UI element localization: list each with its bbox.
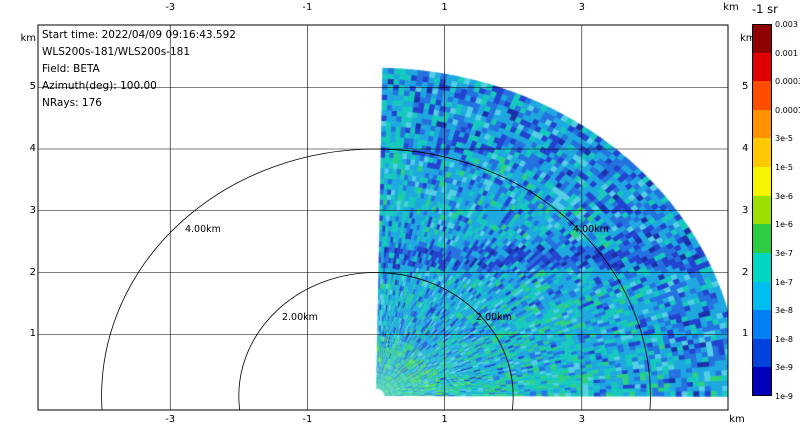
colorbar-segment — [752, 367, 772, 397]
colorbar-segment — [752, 281, 772, 311]
nrays-text: NRays: 176 — [42, 97, 102, 109]
colorbar-frame — [752, 24, 772, 396]
colorbar-tick-label: 0.0001 — [775, 105, 800, 115]
colorbar-segment — [752, 195, 772, 225]
colorbar-segment — [752, 224, 772, 254]
range-ring-label: 2.00km — [281, 311, 318, 323]
colorbar-units-label: -1 sr — [752, 2, 778, 16]
y-tick-label-right: 3 — [742, 204, 749, 216]
range-ring — [101, 148, 651, 410]
range-ring-label: 4.00km — [573, 224, 609, 236]
colorbar-tick-label: 1e-6 — [775, 220, 793, 230]
x-tick-label-top: -1 — [302, 2, 313, 13]
x-tick-label-top: -3 — [165, 2, 176, 13]
start-time-text: Start time: 2022/04/09 09:16:43.592 — [42, 29, 236, 41]
y-axis-unit-right: km — [740, 33, 756, 44]
x-axis-unit-bottom: km — [729, 414, 745, 425]
y-tick-label-right: 5 — [742, 81, 749, 93]
colorbar-tick-label: 1e-7 — [775, 277, 793, 287]
y-tick-label-left: 5 — [29, 81, 36, 93]
y-tick-label-right: 4 — [742, 143, 749, 154]
y-tick-label-left: 2 — [29, 266, 36, 278]
colorbar-tick-label: 3e-6 — [775, 191, 793, 201]
colorbar-segment — [752, 81, 772, 111]
y-tick-label-left: 1 — [29, 328, 36, 340]
colorbar-segment — [752, 338, 772, 368]
y-tick-label-right: 1 — [742, 328, 749, 340]
range-ring — [238, 272, 514, 410]
colorbar-tick-label: 0.001 — [775, 48, 798, 58]
colorbar-segment — [752, 252, 772, 283]
range-ring-label: 4.00km — [184, 224, 221, 236]
y-tick-label-right: 2 — [742, 266, 749, 278]
plot-frame — [37, 24, 729, 411]
y-axis-unit-left: km — [20, 33, 36, 44]
colorbar-segment — [752, 24, 772, 54]
x-tick-label-bottom: 3 — [578, 414, 585, 425]
x-tick-label-top: 3 — [578, 2, 585, 13]
range-ring-label: 2.00km — [476, 311, 512, 323]
y-tick-label-left: 3 — [29, 204, 36, 216]
colorbar-segment — [752, 167, 772, 197]
field-name-text: Field: BETA — [42, 63, 100, 75]
colorbar-segment — [752, 310, 772, 340]
x-tick-label-top: 1 — [441, 2, 448, 13]
colorbar-tick-label: 3e-8 — [775, 306, 793, 316]
colorbar-tick-label: 1e-9 — [775, 392, 793, 401]
y-tick-label-left: 4 — [29, 143, 36, 154]
colorbar-segment — [752, 109, 772, 139]
colorbar-segment — [752, 52, 772, 82]
x-tick-label-bottom: 1 — [441, 414, 448, 425]
azimuth-text: Azimuth(deg): 100.00 — [42, 80, 157, 92]
colorbar-tick-label: 3e-7 — [775, 248, 793, 258]
system-id-text: WLS200s-181/WLS200s-181 — [42, 46, 191, 58]
x-tick-label-bottom: -3 — [165, 414, 176, 425]
colorbar-segment — [752, 138, 772, 168]
colorbar-tick-label: 0.003 — [775, 20, 798, 29]
x-tick-label-bottom: -1 — [302, 414, 313, 425]
scan-info: Start time: 2022/04/09 09:16:43.592 WLS2… — [42, 27, 236, 112]
x-axis-unit-top: km — [723, 2, 739, 13]
colorbar-tick-label: 1e-8 — [775, 334, 793, 344]
colorbar-tick-label: 3e-5 — [775, 134, 793, 144]
colorbar-tick-label: 1e-5 — [775, 163, 793, 173]
colorbar-tick-label: 3e-9 — [775, 363, 793, 373]
